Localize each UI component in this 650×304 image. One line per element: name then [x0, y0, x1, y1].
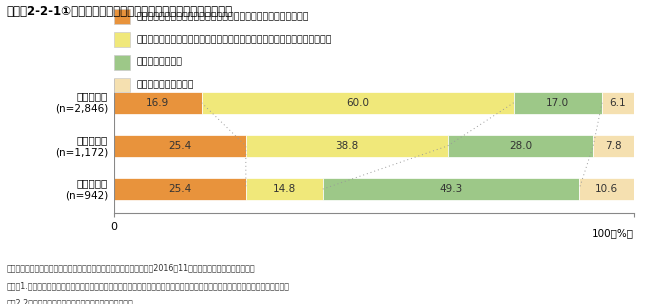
Text: 60.0: 60.0 — [346, 98, 369, 108]
Text: 28.0: 28.0 — [509, 141, 532, 151]
Bar — [202, 92, 514, 114]
Text: 6.1: 6.1 — [610, 98, 626, 108]
Bar — [593, 135, 634, 157]
Bar — [579, 178, 634, 200]
Bar — [602, 92, 634, 114]
Text: （注）1.「中規模法人」は中規模法人向け調査を集計、「小規模法人」、「個人事業者」は小規模事業者向け調査を集計している。: （注）1.「中規模法人」は中規模法人向け調査を集計、「小規模法人」、「個人事業者… — [6, 281, 289, 290]
Text: 14.8: 14.8 — [273, 184, 296, 194]
Text: 16.9: 16.9 — [146, 98, 169, 108]
Text: 10.6: 10.6 — [595, 184, 618, 194]
Text: 38.8: 38.8 — [335, 141, 358, 151]
Text: 17.0: 17.0 — [546, 98, 569, 108]
Text: 先代経営者の体調悪化: 先代経営者の体調悪化 — [136, 81, 194, 90]
Text: 25.4: 25.4 — [168, 141, 191, 151]
Text: 2.2代目以降の経営者と回答した者を集計している。: 2.2代目以降の経営者と回答した者を集計している。 — [6, 298, 133, 304]
Bar — [514, 92, 602, 114]
Text: 100（%）: 100（%） — [592, 228, 634, 238]
Bar — [114, 92, 202, 114]
Text: 7.8: 7.8 — [605, 141, 622, 151]
Bar — [114, 135, 246, 157]
Bar — [246, 135, 448, 157]
Text: 資料：中小企業庁委託「企業経営の継続に関するアンケート調査」（2016年11月、（株）東京商工リサーチ）: 資料：中小企業庁委託「企業経営の継続に関するアンケート調査」（2016年11月、… — [6, 263, 255, 272]
Bar — [448, 135, 593, 157]
Bar — [114, 178, 246, 200]
Text: 25.4: 25.4 — [168, 184, 191, 194]
Bar — [323, 178, 579, 200]
Text: 先代経営者の引退（先代は経営者引退後も会長や相談役等で社内に残った）: 先代経営者の引退（先代は経営者引退後も会長や相談役等で社内に残った） — [136, 35, 332, 44]
Text: 先代経営者の引退（先代は経営者引退と合わせて社業も引退した）: 先代経営者の引退（先代は経営者引退と合わせて社業も引退した） — [136, 12, 309, 21]
Text: 49.3: 49.3 — [439, 184, 463, 194]
Text: コラム2-2-1①図　組織形態別に見た、事業を引き継いだきっかけ: コラム2-2-1①図 組織形態別に見た、事業を引き継いだきっかけ — [6, 5, 233, 18]
Text: 先代経営者の死去: 先代経営者の死去 — [136, 58, 183, 67]
Bar — [246, 178, 323, 200]
